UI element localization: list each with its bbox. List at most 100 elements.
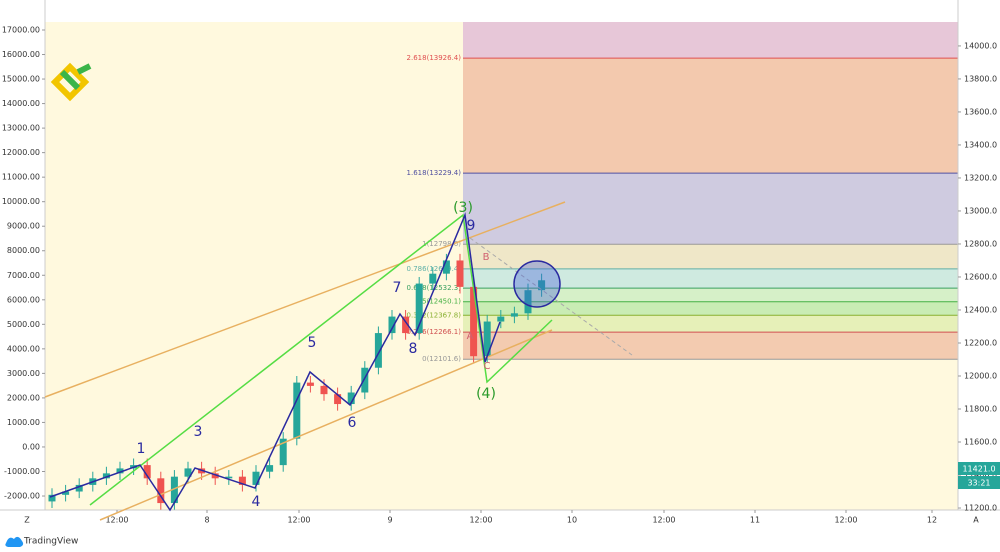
fib-zone <box>463 268 958 289</box>
y-tick-label: 16000.00 <box>2 50 40 59</box>
candle-body <box>334 394 342 405</box>
logo <box>50 62 92 102</box>
wave-label: B <box>483 252 490 263</box>
countdown-bg <box>958 476 1000 489</box>
x-tick-label: 11 <box>750 516 760 525</box>
corner-label: A <box>973 516 979 525</box>
y2-tick-label: 12200.0 <box>964 338 997 347</box>
candle-body <box>306 382 314 386</box>
price-tag: 11421.0 <box>962 465 995 474</box>
fib-zone <box>463 301 958 316</box>
fib-label: 0.5(12450.1) <box>415 298 461 306</box>
candle-body <box>320 385 328 395</box>
wave-label: 7 <box>393 280 402 296</box>
fib-label: 2.618(13926.4) <box>407 54 462 62</box>
candle-body <box>62 491 70 495</box>
fib-label: 0(12101.6) <box>422 355 461 363</box>
candle-body <box>374 333 382 368</box>
fib-zone <box>463 332 958 360</box>
fib-zone <box>463 58 958 174</box>
y-tick-label: 10000.00 <box>2 197 40 206</box>
candle-body <box>442 260 450 274</box>
wave-label: C <box>484 361 491 372</box>
brand: TradingView <box>23 537 78 547</box>
y2-tick-label: 12800.0 <box>964 239 997 248</box>
corner-label: Z <box>24 516 30 525</box>
x-tick-label: 8 <box>204 516 209 525</box>
wave-label: 9 <box>467 218 476 234</box>
y-tick-label: -2000.00 <box>4 492 40 501</box>
dashed-line <box>469 237 633 356</box>
wave-label: 1 <box>137 441 146 457</box>
drawings <box>44 201 633 521</box>
y2-tick-label: 13200.0 <box>964 173 997 182</box>
logo-shape <box>59 63 92 91</box>
wave-label: A <box>467 331 474 342</box>
candle-body <box>279 438 287 466</box>
brand-icon <box>5 536 24 547</box>
fib-label: 0.236(12266.1) <box>407 328 462 336</box>
countdown: 33:21 <box>967 479 990 488</box>
candle-body <box>225 476 233 479</box>
wave-label: (3) <box>453 200 473 216</box>
y-tick-label: 7000.00 <box>7 271 40 280</box>
candle-body <box>116 468 124 474</box>
y-tick-label: 5000.00 <box>7 320 40 329</box>
fib-zone <box>463 173 958 245</box>
fib-zone <box>463 315 958 333</box>
y-tick-label: 2000.00 <box>7 393 40 402</box>
fib-zones: 2.618(13926.4) 1.618(13229.4) 1(12798.6) 0.… <box>407 22 958 363</box>
y-tick-label: 12000.00 <box>2 148 40 157</box>
wave-line <box>49 212 501 512</box>
fib-zone <box>463 244 958 269</box>
y2-tick-label: 13400.0 <box>964 140 997 149</box>
wave-label: 6 <box>348 415 357 431</box>
candle-body <box>429 273 437 284</box>
y-tick-label: 3000.00 <box>7 369 40 378</box>
trend-line <box>99 329 553 521</box>
candle-body <box>75 484 83 492</box>
candle-body <box>361 367 369 393</box>
wave-label: 5 <box>308 335 317 351</box>
candle-body <box>415 283 423 334</box>
price-tag-bg <box>958 462 1000 475</box>
x-tick-label: 12 <box>927 516 937 525</box>
candle-body <box>238 476 246 485</box>
y-tick-label: -1000.00 <box>4 467 40 476</box>
y-tick-label: 1000.00 <box>7 418 40 427</box>
highlight-circle <box>513 260 561 308</box>
y-tick-label: 14000.00 <box>2 99 40 108</box>
y2-tick-label: 12400.0 <box>964 305 997 314</box>
y2-tick-label: 11400.0 <box>964 471 997 480</box>
candle-body <box>184 468 192 477</box>
wave-label: 8 <box>409 341 418 357</box>
candle-body <box>347 392 355 405</box>
candle-body <box>143 465 151 479</box>
wave-label: 3 <box>194 424 203 440</box>
candle-body <box>538 280 546 291</box>
y2-tick-label: 13600.0 <box>964 107 997 116</box>
candle-body <box>252 471 260 485</box>
y-tick-label: 6000.00 <box>7 295 40 304</box>
candle-body <box>266 465 274 472</box>
candle-body <box>48 494 56 502</box>
fib-label: 1(12798.6) <box>422 240 461 248</box>
x-tick-label: 10 <box>567 516 577 525</box>
trend-line <box>44 201 566 398</box>
x-tick-label: 12:00 <box>652 516 675 525</box>
wave-line <box>89 213 553 506</box>
y-tick-label: 17000.00 <box>2 25 40 34</box>
candle-body <box>293 382 301 439</box>
y2-tick-label: 11600.0 <box>964 438 997 447</box>
x-tick-label: 12:00 <box>834 516 857 525</box>
wave-labels: 1 3 4 5 6 7 8 9 (3) (4) A B C <box>137 200 496 510</box>
x-tick-label: 12:00 <box>287 516 310 525</box>
y2-tick-label: 13800.0 <box>964 74 997 83</box>
candle-body <box>497 316 505 322</box>
candle-body <box>388 316 396 334</box>
candle-body <box>211 473 219 479</box>
y2-tick-label: 11200.0 <box>964 504 997 513</box>
candle-body <box>510 313 518 317</box>
candle-body <box>524 290 532 314</box>
